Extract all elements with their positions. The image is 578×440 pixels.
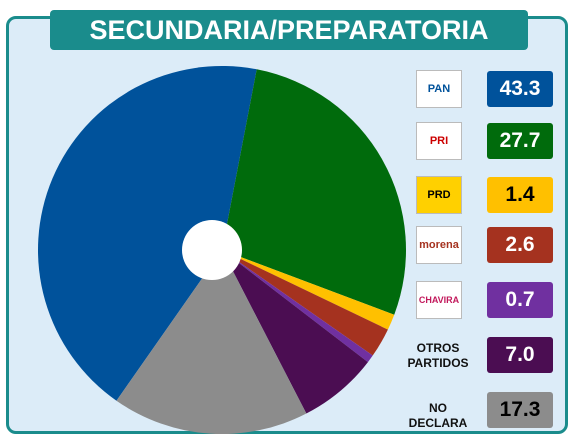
value-label: 43.3 <box>487 71 553 107</box>
legend-logo: PRI <box>416 122 462 160</box>
value-label: 7.0 <box>487 337 553 373</box>
legend-label: NO DECLARA <box>408 401 468 430</box>
legend-logo: morena <box>416 226 462 264</box>
value-label: 2.6 <box>487 227 553 263</box>
value-label: 17.3 <box>487 392 553 428</box>
pie-slice <box>222 69 406 315</box>
value-label: 0.7 <box>487 282 553 318</box>
pie-slice <box>116 250 307 434</box>
pie-slice <box>222 250 388 356</box>
chart-title: SECUNDARIA/PREPARATORIA <box>50 10 528 50</box>
legend-logo: CHAVIRA <box>416 281 462 319</box>
value-label: 27.7 <box>487 123 553 159</box>
legend-label: OTROS PARTIDOS <box>407 341 469 370</box>
value-label: 1.4 <box>487 177 553 213</box>
legend-logo: PRD <box>416 176 462 214</box>
pie-slice <box>222 250 368 414</box>
donut-hole <box>182 220 242 280</box>
pie-slice <box>222 250 373 363</box>
pie-slice <box>222 250 395 330</box>
legend-logo: PAN <box>416 70 462 108</box>
pie-slice <box>38 66 257 401</box>
